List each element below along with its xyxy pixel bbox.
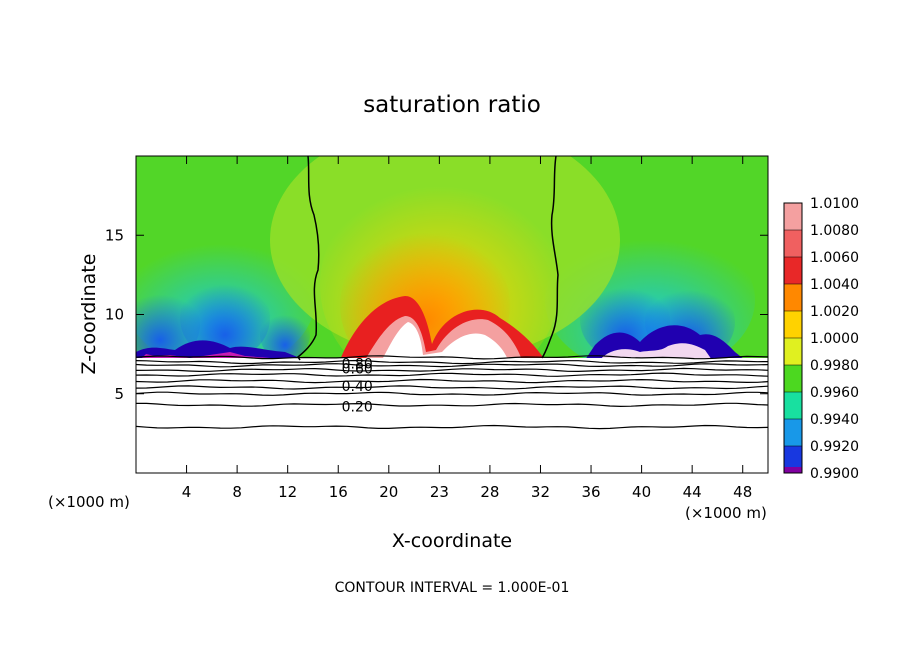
contour-line xyxy=(136,355,768,360)
y-axis-title: Z-coordinate xyxy=(78,254,100,375)
x-tick-label: 12 xyxy=(278,483,297,501)
colorbar-swatch xyxy=(784,284,802,312)
colorbar-swatch xyxy=(784,338,802,366)
colorbar-label: 1.0080 xyxy=(810,223,859,239)
x-tick-label: 48 xyxy=(733,483,752,501)
below-cloud-region xyxy=(136,358,768,473)
colorbar-swatch xyxy=(784,230,802,258)
x-tick-label: 20 xyxy=(379,483,398,501)
x-tick-label: 44 xyxy=(683,483,702,501)
colorbar-swatch xyxy=(784,311,802,339)
contour-line xyxy=(136,385,768,390)
contour-lines xyxy=(136,355,768,430)
colorbar-swatch xyxy=(784,446,802,474)
x-unit-left: (×1000 m) xyxy=(48,493,130,511)
x-axis: 4 8 12 16 20 23 28 32 36 40 44 48 xyxy=(182,156,752,501)
contour-label: 0.40 xyxy=(342,379,373,395)
y-tick-label: 15 xyxy=(105,226,124,244)
colorbar-label: 0.9960 xyxy=(810,385,859,401)
x-tick-label: 8 xyxy=(232,483,242,501)
y-tick-label: 10 xyxy=(105,306,124,324)
contour-line xyxy=(136,372,768,377)
colorbar-label: 0.9900 xyxy=(810,466,859,482)
contour-label: 0.80 xyxy=(342,357,373,373)
colorbar-swatch xyxy=(784,419,802,447)
chart-title: saturation ratio xyxy=(363,92,541,118)
saturation-field xyxy=(136,156,768,473)
contour-line xyxy=(136,391,768,396)
colorbar-label: 0.9940 xyxy=(810,412,859,428)
y-axis: 5 10 15 xyxy=(105,226,768,403)
x-tick-label: 32 xyxy=(531,483,550,501)
colorbar: 1.0100 1.0080 1.0060 1.0040 1.0020 1.0000 0.99… xyxy=(783,196,859,482)
colorbar-label: 1.0000 xyxy=(810,331,859,347)
contour-line xyxy=(136,359,768,365)
contour-line xyxy=(136,424,768,430)
left-contour-boundary xyxy=(297,156,320,361)
left-indigo-strip xyxy=(136,340,300,360)
contour-label: 0.60 xyxy=(342,361,373,377)
colorbar-swatch xyxy=(784,392,802,420)
colorbar-label: 1.0040 xyxy=(810,277,859,293)
x-tick-label: 23 xyxy=(430,483,449,501)
colorbar-label: 1.0020 xyxy=(810,304,859,320)
colorbar-label: 1.0060 xyxy=(810,250,859,266)
central-updraft xyxy=(270,156,620,395)
colorbar-label: 0.9980 xyxy=(810,358,859,374)
x-unit-right: (×1000 m) xyxy=(685,504,767,522)
colorbar-swatch xyxy=(784,257,802,285)
contour-interval-note: CONTOUR INTERVAL = 1.000E-01 xyxy=(335,580,570,596)
colorbar-swatch xyxy=(784,467,802,473)
colorbar-swatch xyxy=(784,203,802,231)
contour-labels: 0.800.60 0.40 0.20 xyxy=(342,357,373,416)
colorbar-swatch xyxy=(784,365,802,393)
x-tick-label: 28 xyxy=(480,483,499,501)
colorbar-label: 0.9920 xyxy=(810,439,859,455)
x-tick-label: 16 xyxy=(329,483,348,501)
x-tick-label: 40 xyxy=(632,483,651,501)
x-tick-label: 36 xyxy=(581,483,600,501)
contour-label: 0.20 xyxy=(342,399,373,415)
right-contour-boundary xyxy=(541,156,559,359)
updraft-white-core xyxy=(382,322,508,360)
x-tick-label: 4 xyxy=(182,483,192,501)
colorbar-label: 1.0100 xyxy=(810,196,859,212)
contour-line xyxy=(136,363,768,368)
contour-line xyxy=(136,367,768,373)
right-magenta-edge xyxy=(600,343,712,360)
x-axis-title: X-coordinate xyxy=(392,530,512,552)
left-blue-patch-2 xyxy=(180,276,270,360)
contour-line xyxy=(136,402,768,408)
y-tick-label: 5 xyxy=(114,385,124,403)
contour-line xyxy=(136,378,768,384)
left-blue-patch-3 xyxy=(260,310,310,360)
